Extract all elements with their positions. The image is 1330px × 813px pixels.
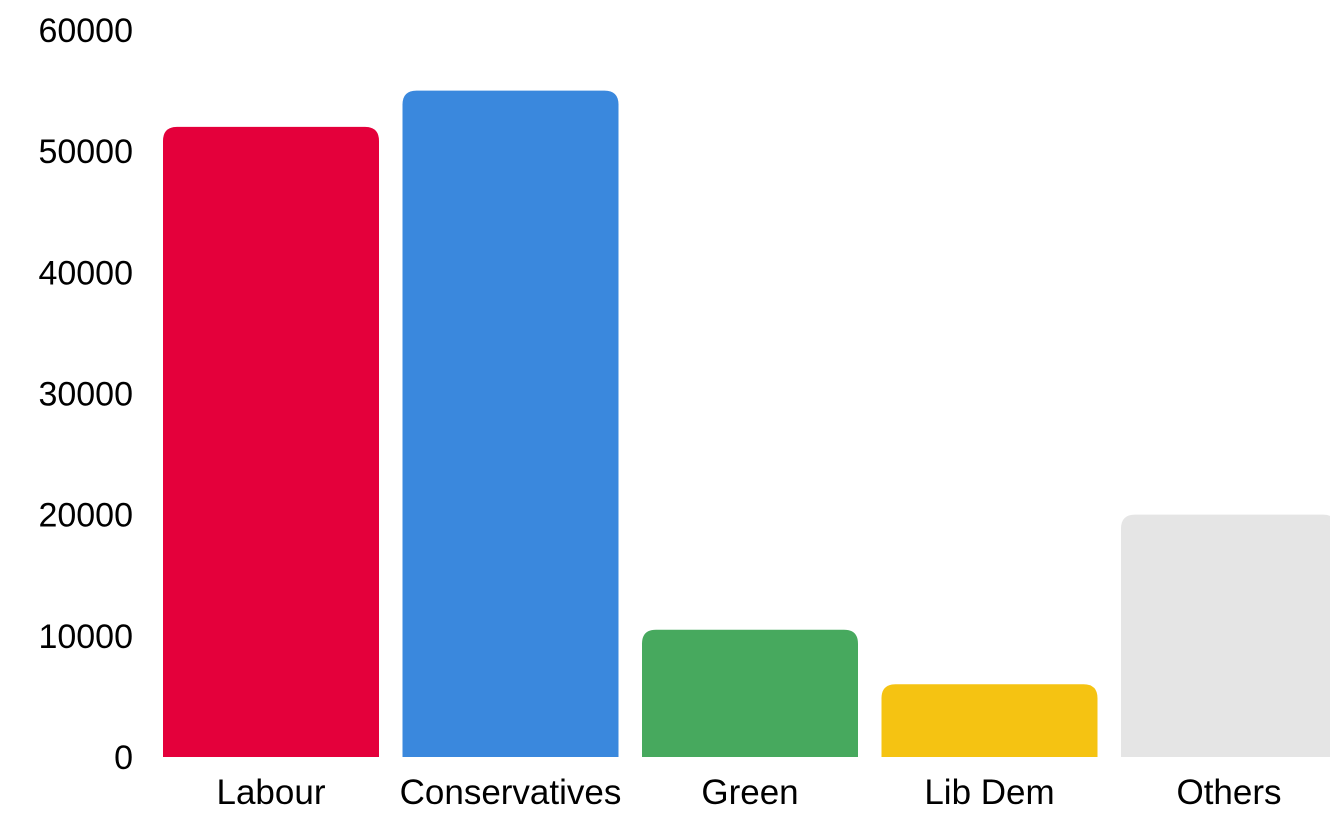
x-tick-label: Conservatives bbox=[400, 773, 622, 812]
y-tick-label: 20000 bbox=[38, 497, 133, 535]
bar-lib-dem bbox=[881, 684, 1098, 757]
y-tick-label: 50000 bbox=[38, 133, 133, 171]
y-tick-label: 0 bbox=[114, 739, 133, 777]
y-axis: 0 10000 20000 30000 40000 50000 60000 bbox=[38, 12, 133, 777]
x-tick-label: Green bbox=[701, 773, 798, 812]
bar-conservatives bbox=[402, 90, 619, 758]
y-tick-label: 40000 bbox=[38, 254, 133, 292]
bar-others bbox=[1121, 514, 1330, 757]
bar-green bbox=[642, 629, 858, 757]
bars-group bbox=[163, 90, 1330, 758]
y-tick-label: 30000 bbox=[38, 376, 133, 414]
x-axis: Labour Conservatives Green Lib Dem Others bbox=[217, 773, 1282, 812]
x-tick-label: Lib Dem bbox=[924, 773, 1054, 812]
x-tick-label: Labour bbox=[217, 773, 326, 812]
x-tick-label: Others bbox=[1176, 773, 1281, 812]
bar-labour bbox=[163, 126, 379, 757]
y-tick-label: 60000 bbox=[38, 12, 133, 50]
y-tick-label: 10000 bbox=[38, 618, 133, 656]
